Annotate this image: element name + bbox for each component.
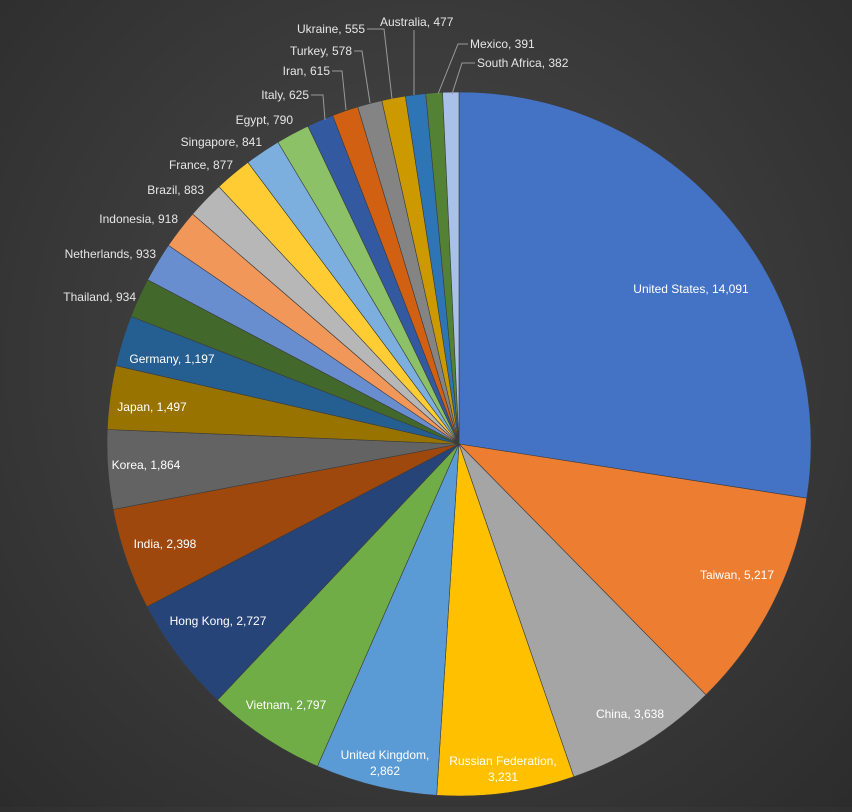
pie-slice-china [458, 443, 707, 778]
leader-line-mexico [437, 43, 468, 95]
data-label-korea: Korea, 1,864 [112, 458, 181, 472]
leader-line-italy [311, 94, 326, 121]
data-label-indonesia: Indonesia, 918 [99, 212, 178, 226]
leader-line-south-africa [451, 62, 475, 95]
leader-line-iran [332, 70, 347, 111]
data-label-germany: Germany, 1,197 [129, 352, 214, 366]
data-label-india: India, 2,398 [134, 537, 197, 551]
data-label-japan: Japan, 1,497 [117, 400, 187, 414]
pie-slice-south-africa [442, 91, 460, 445]
data-label-south-africa: South Africa, 382 [477, 56, 569, 70]
data-label-hong-kong: Hong Kong, 2,727 [170, 614, 267, 628]
data-label-egypt: Egypt, 790 [236, 113, 294, 127]
leader-lines [311, 28, 475, 121]
data-label-ukraine: Ukraine, 555 [297, 22, 365, 36]
leader-line-ukraine [367, 28, 393, 100]
pie-slice-taiwan [458, 443, 808, 696]
pie-slices [106, 91, 812, 797]
data-label-italy: Italy, 625 [261, 88, 309, 102]
data-label-mexico: Mexico, 391 [470, 37, 535, 51]
data-label-taiwan: Taiwan, 5,217 [700, 568, 774, 582]
data-label-vietnam: Vietnam, 2,797 [246, 698, 327, 712]
data-label-thailand: Thailand, 934 [63, 290, 136, 304]
data-label-united-states: United States, 14,091 [633, 282, 749, 296]
data-label-turkey: Turkey, 578 [290, 44, 352, 58]
leader-line-turkey [354, 50, 371, 104]
data-label-france: France, 877 [169, 158, 233, 172]
data-label-netherlands: Netherlands, 933 [65, 247, 157, 261]
data-label-united-kingdom: United Kingdom, 2,862 [341, 748, 430, 778]
data-label-iran: Iran, 615 [283, 64, 331, 78]
pie-slice-russian-federation [436, 443, 575, 797]
data-label-brazil: Brazil, 883 [147, 183, 204, 197]
data-label-australia: Australia, 477 [380, 15, 454, 29]
data-label-singapore: Singapore, 841 [181, 135, 263, 149]
pie-slice-united-states [458, 91, 812, 499]
data-label-china: China, 3,638 [596, 707, 664, 721]
data-labels: United States, 14,091 Taiwan, 5,217 China,… [63, 15, 774, 784]
data-label-russian-federation: Russian Federation, 3,231 [449, 754, 556, 784]
